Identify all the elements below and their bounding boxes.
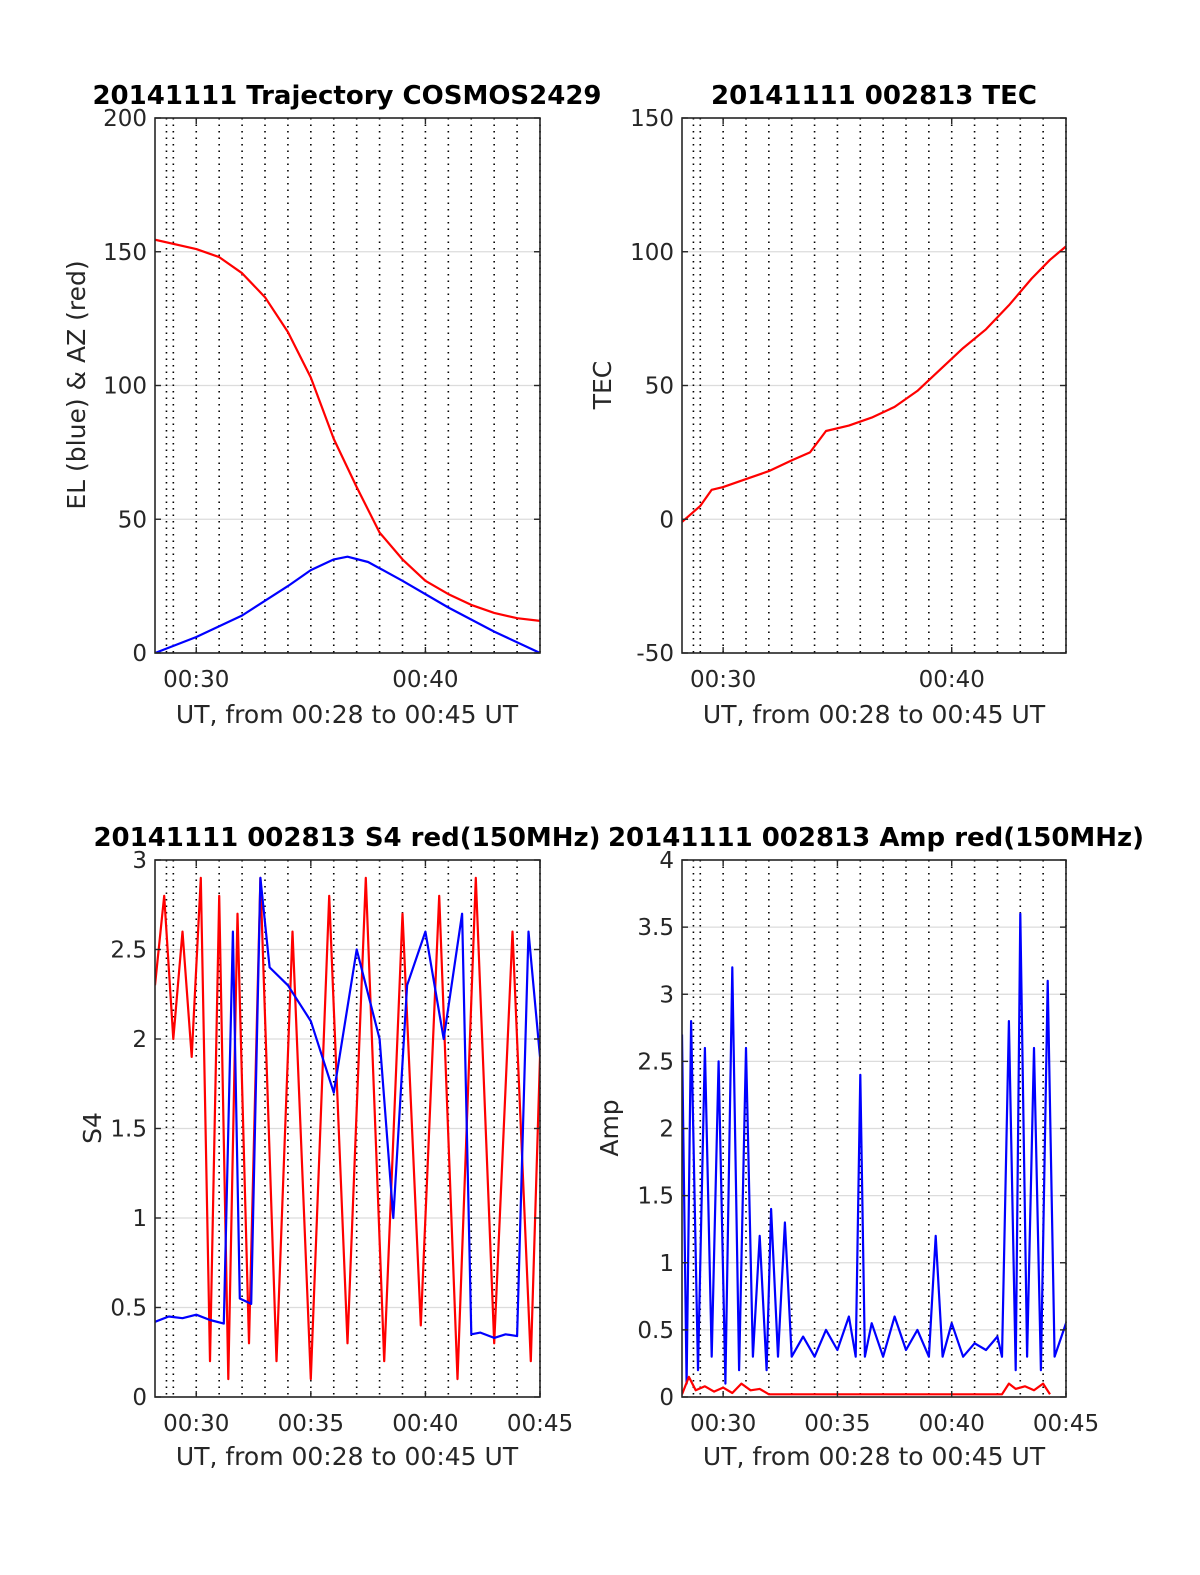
y-tick-label: 50 xyxy=(645,374,674,400)
panel-title: 20141111 002813 TEC xyxy=(711,81,1037,111)
y-tick-label: 3 xyxy=(132,848,147,874)
y-tick-label: 0 xyxy=(659,1385,674,1411)
panel-tec: 20141111 002813 TEC UT, from 00:28 to 00… xyxy=(588,81,1067,729)
x-tick-label: 00:35 xyxy=(278,1411,344,1437)
x-axis-label: UT, from 00:28 to 00:45 UT xyxy=(703,1442,1046,1471)
x-tick-label: 00:40 xyxy=(919,1411,985,1437)
y-axis-label: EL (blue) & AZ (red) xyxy=(62,260,91,509)
y-tick-label: 0 xyxy=(132,1385,147,1411)
y-axis-label: S4 xyxy=(78,1112,107,1144)
y-tick-label: 150 xyxy=(630,106,674,132)
y-axis-label: Amp xyxy=(595,1099,624,1156)
panel-amp: 20141111 002813 Amp red(150MHz) UT, from… xyxy=(595,823,1144,1471)
y-tick-label: 0 xyxy=(132,641,147,667)
x-tick-label: 00:30 xyxy=(690,1411,756,1437)
y-tick-label: 0 xyxy=(659,507,674,533)
y-tick-label: 3 xyxy=(659,982,674,1008)
x-axis-label: UT, from 00:28 to 00:45 UT xyxy=(703,700,1046,729)
x-tick-label: 00:40 xyxy=(919,667,985,693)
x-tick-label: 00:30 xyxy=(690,667,756,693)
y-tick-label: 2 xyxy=(132,1027,147,1053)
series-line-red xyxy=(155,238,540,622)
y-tick-label: 1 xyxy=(132,1206,147,1232)
y-tick-label: -50 xyxy=(636,641,674,667)
y-tick-label: 100 xyxy=(630,240,674,266)
y-tick-label: 2.5 xyxy=(110,938,147,964)
x-tick-label: 00:40 xyxy=(392,1411,458,1437)
series-line-blue xyxy=(682,912,1066,1385)
y-tick-label: 2 xyxy=(659,1117,674,1143)
y-tick-label: 0.5 xyxy=(110,1296,147,1322)
series-line-blue xyxy=(155,555,540,653)
x-tick-label: 00:40 xyxy=(392,667,458,693)
series-line-red xyxy=(682,245,1066,523)
y-tick-label: 50 xyxy=(118,507,147,533)
y-tick-label: 0.5 xyxy=(637,1318,674,1344)
x-tick-label: 00:30 xyxy=(163,667,229,693)
panel-title: 20141111 002813 S4 red(150MHz) xyxy=(93,823,600,853)
y-tick-label: 3.5 xyxy=(637,915,674,941)
series-line-red xyxy=(682,1375,1051,1396)
panel-title: 20141111 002813 Amp red(150MHz) xyxy=(608,823,1144,853)
y-tick-label: 150 xyxy=(103,240,147,266)
x-tick-label: 00:45 xyxy=(507,1411,573,1437)
y-tick-label: 1.5 xyxy=(637,1184,674,1210)
y-axis-label: TEC xyxy=(588,361,617,411)
series-line-blue xyxy=(155,876,540,1340)
x-tick-label: 00:35 xyxy=(804,1411,870,1437)
x-tick-label: 00:45 xyxy=(1033,1411,1099,1437)
y-tick-label: 200 xyxy=(103,106,147,132)
y-tick-label: 2.5 xyxy=(637,1049,674,1075)
y-tick-label: 4 xyxy=(659,848,674,874)
x-axis-label: UT, from 00:28 to 00:45 UT xyxy=(176,1442,519,1471)
x-axis-label: UT, from 00:28 to 00:45 UT xyxy=(176,700,519,729)
panel-title: 20141111 Trajectory COSMOS2429 xyxy=(92,81,601,111)
y-tick-label: 100 xyxy=(103,374,147,400)
y-tick-label: 1.5 xyxy=(110,1117,147,1143)
x-tick-label: 00:30 xyxy=(163,1411,229,1437)
panel-s4: 20141111 002813 S4 red(150MHz) UT, from … xyxy=(78,823,601,1471)
y-tick-label: 1 xyxy=(659,1251,674,1277)
panel-trajectory: 20141111 Trajectory COSMOS2429 UT, from … xyxy=(62,81,602,729)
